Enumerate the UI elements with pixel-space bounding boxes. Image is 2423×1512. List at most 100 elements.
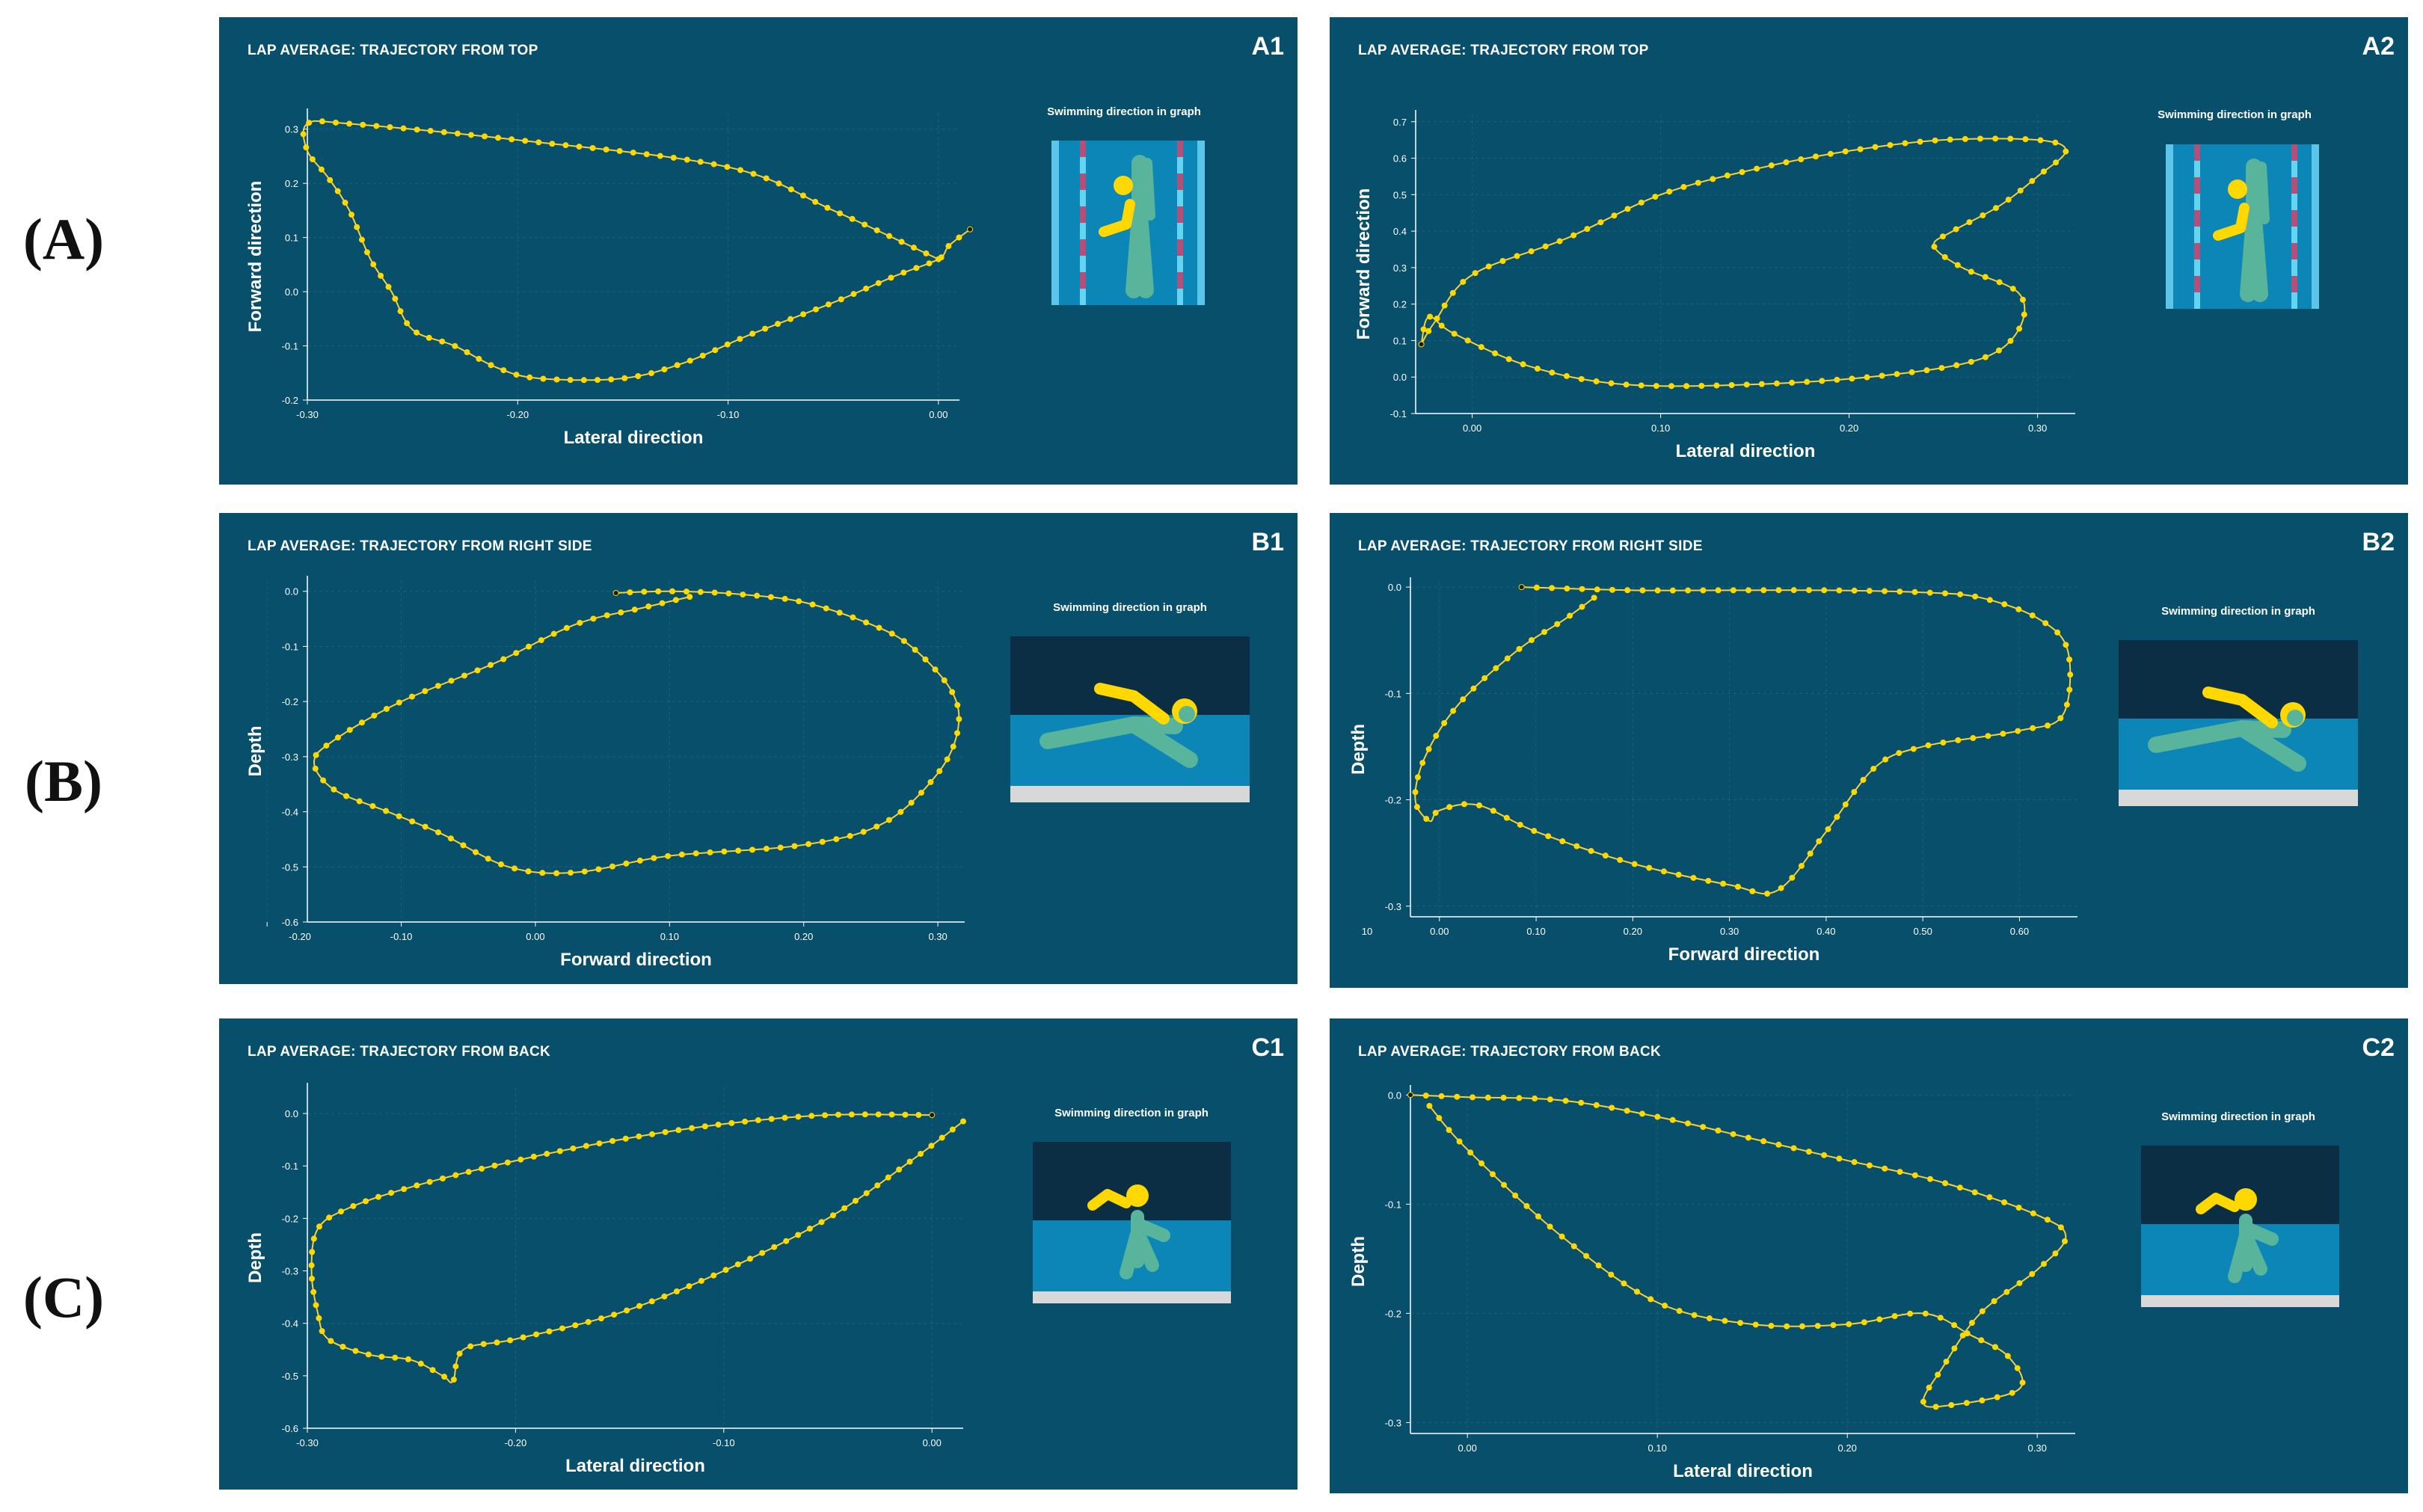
lane-rope-segment xyxy=(2291,144,2297,161)
trajectory-point xyxy=(1836,1155,1843,1162)
trajectory-point xyxy=(1639,587,1646,594)
lane-rope-segment xyxy=(2194,144,2200,161)
x-tick-label: 0.20 xyxy=(1624,926,1642,937)
trajectory-point xyxy=(450,1376,457,1383)
trajectory-point xyxy=(1695,179,1701,186)
trajectory-point xyxy=(1490,808,1496,814)
trajectory-point xyxy=(594,377,601,384)
lane-rope-segment xyxy=(2194,292,2200,309)
lane-rope-segment xyxy=(1080,141,1086,157)
trajectory-point xyxy=(1578,1099,1585,1106)
trajectory-point xyxy=(722,1267,729,1273)
trajectory-point xyxy=(1669,587,1676,594)
trajectory-point xyxy=(900,638,907,645)
trajectory-point xyxy=(1638,382,1644,389)
trajectory-point xyxy=(888,630,895,637)
trajectory-point xyxy=(1966,219,1973,226)
trajectory-point xyxy=(926,260,933,267)
trajectory-point xyxy=(1503,814,1510,821)
start-marker xyxy=(1419,342,1424,347)
trajectory-point xyxy=(2067,672,2074,678)
panel-id: B1 xyxy=(1251,528,1284,556)
grid xyxy=(1410,582,2077,917)
trajectory-point xyxy=(308,1262,315,1269)
trajectory-point xyxy=(847,832,853,839)
trajectory-point xyxy=(692,850,699,857)
trajectory-point xyxy=(306,120,313,126)
trajectory-point xyxy=(585,1318,592,1325)
trajectory-point xyxy=(562,142,569,149)
trajectory-point xyxy=(1783,159,1790,165)
trajectory-point xyxy=(1951,1322,1958,1329)
y-tick-label: 0.5 xyxy=(1393,189,1407,200)
trajectory-point xyxy=(369,802,376,809)
trajectory-point xyxy=(1426,1102,1433,1109)
trajectory-point xyxy=(2030,1210,2036,1217)
trajectory-point xyxy=(665,852,672,859)
trajectory-point xyxy=(823,605,829,612)
trajectory-point xyxy=(2053,159,2060,166)
trajectory-point xyxy=(2009,286,2016,292)
trajectory-point xyxy=(2007,337,2014,344)
trajectory-point xyxy=(1438,322,1445,329)
trajectory-point xyxy=(1962,135,1968,142)
trajectory-point xyxy=(707,849,713,855)
trajectory-point xyxy=(2057,715,2064,722)
trajectory-point xyxy=(1830,1322,1837,1329)
trajectory-chart: -0.30 -0.20 -0.10 0.00 -0.2 -0.1 0.0 0.1 0.2 0.3 L… xyxy=(245,108,974,448)
trajectory-point xyxy=(1470,1094,1476,1101)
trajectory-point xyxy=(1894,371,1900,378)
trajectory-point xyxy=(1730,587,1736,594)
trajectory-point xyxy=(1624,587,1631,594)
trajectory-point xyxy=(309,1249,316,1256)
trajectory-point xyxy=(670,154,677,161)
y-tick-label: -0.4 xyxy=(282,1318,298,1330)
y-tick-label: 0.2 xyxy=(285,178,298,189)
trajectory-point xyxy=(648,370,654,377)
trajectory-point xyxy=(337,1208,344,1215)
trajectory-point xyxy=(630,150,636,156)
trajectory-point xyxy=(1654,1113,1661,1120)
swimmer-top-view-icon xyxy=(1051,141,1205,305)
y-tick-label: -0.1 xyxy=(282,641,298,652)
trajectory-point xyxy=(494,1339,500,1346)
trajectory-point xyxy=(850,291,857,298)
trajectory-point xyxy=(795,1113,802,1120)
trajectory-point xyxy=(960,1118,966,1125)
trajectory-point xyxy=(482,133,488,140)
trajectory-point xyxy=(749,846,756,853)
trajectory-point xyxy=(1556,238,1563,245)
lane-rope-segment xyxy=(2194,177,2200,194)
trajectory-point xyxy=(611,1312,618,1318)
trajectory-point xyxy=(1964,1330,1971,1337)
trajectory-point xyxy=(636,1133,642,1140)
trajectory-point xyxy=(1715,587,1722,594)
trajectory-point xyxy=(1891,1313,1898,1320)
trajectory-point xyxy=(1691,1312,1698,1318)
trajectory-point xyxy=(661,366,668,372)
trajectory-point xyxy=(1501,1181,1508,1188)
trajectory-point xyxy=(2063,701,2070,708)
trajectory-point xyxy=(1917,138,1923,145)
picture-caption: Swimming direction in graph xyxy=(2161,605,2315,618)
y-tick-label: 0.3 xyxy=(1393,262,1407,274)
y-axis-label: Depth xyxy=(1348,724,1369,775)
trajectory-chart: -0.20 -0.10 0.00 0.10 0.20 0.30 -0.6 -0.5 -0.4 -0… xyxy=(245,576,965,970)
trajectory-point xyxy=(1737,1320,1744,1327)
lane-rope-segment xyxy=(2291,243,2297,259)
lane-rope-segment xyxy=(2291,259,2297,276)
trajectory-point xyxy=(352,1347,359,1354)
y-axis-label: Depth xyxy=(1348,1236,1369,1287)
trajectory-point xyxy=(2063,642,2069,648)
trajectory-point xyxy=(735,847,742,854)
x-axis-label: Lateral direction xyxy=(565,1456,705,1476)
trajectory-point xyxy=(2005,197,2012,203)
trajectory-point xyxy=(956,234,962,241)
trajectory-point xyxy=(724,341,731,348)
panel-c2: LAP AVERAGE: TRAJECTORY FROM BACK C2 0.0… xyxy=(1330,1018,2408,1493)
trajectory-point xyxy=(1866,1162,1873,1169)
trajectory-point xyxy=(2066,686,2073,693)
trajectory-point xyxy=(829,1212,836,1219)
trajectory-point xyxy=(910,245,917,251)
trajectory-point xyxy=(2004,1353,2011,1359)
